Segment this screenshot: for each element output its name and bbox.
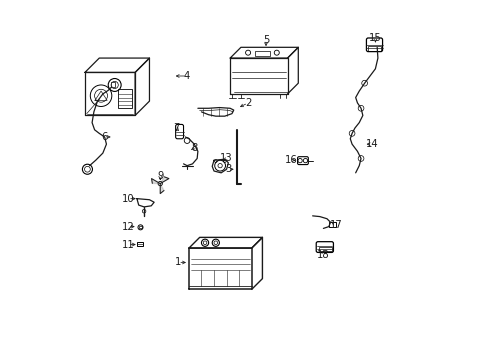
- Text: 7: 7: [173, 123, 179, 133]
- Bar: [139, 226, 142, 228]
- Text: 1: 1: [175, 257, 181, 267]
- Text: 17: 17: [329, 220, 342, 230]
- Polygon shape: [160, 184, 163, 194]
- Text: 9: 9: [157, 171, 163, 181]
- Text: 12: 12: [122, 222, 134, 231]
- Bar: [255, 51, 269, 56]
- Bar: [328, 222, 336, 227]
- Text: 18: 18: [316, 250, 329, 260]
- Text: 11: 11: [122, 239, 134, 249]
- Text: 13: 13: [220, 153, 232, 163]
- Polygon shape: [151, 179, 160, 184]
- Text: 2: 2: [244, 98, 251, 108]
- FancyBboxPatch shape: [316, 242, 333, 252]
- FancyBboxPatch shape: [175, 125, 183, 139]
- Text: 6: 6: [101, 132, 108, 142]
- Text: 10: 10: [122, 194, 134, 204]
- Text: 16: 16: [284, 155, 297, 165]
- Text: 5: 5: [262, 35, 269, 45]
- Text: 8: 8: [191, 143, 197, 153]
- FancyBboxPatch shape: [297, 157, 308, 165]
- Text: 14: 14: [365, 139, 377, 149]
- Text: 3: 3: [225, 164, 231, 174]
- Bar: [137, 242, 143, 246]
- Bar: [118, 89, 132, 108]
- Polygon shape: [160, 177, 168, 184]
- Bar: [111, 82, 115, 87]
- Bar: [318, 247, 331, 251]
- FancyBboxPatch shape: [366, 38, 382, 51]
- Bar: [367, 46, 380, 51]
- Text: 15: 15: [368, 33, 381, 43]
- Text: 4: 4: [183, 71, 190, 81]
